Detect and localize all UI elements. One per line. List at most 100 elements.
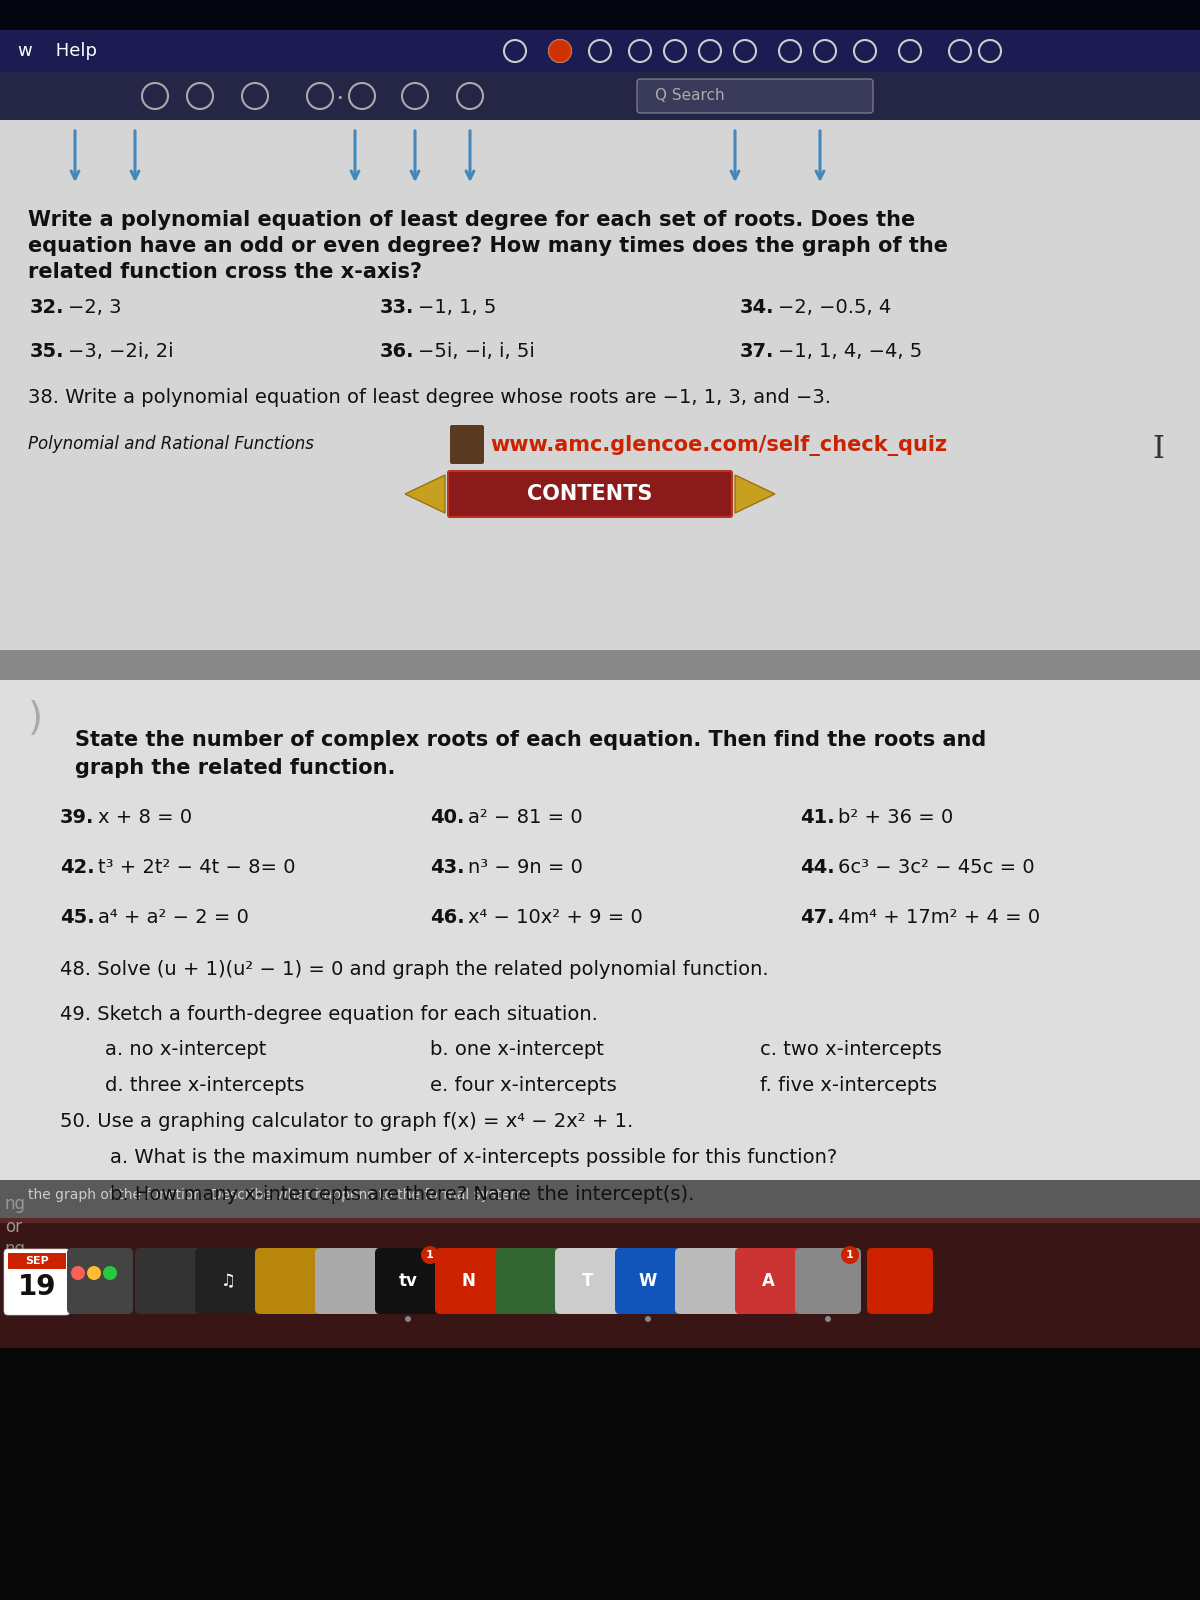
Text: t³ + 2t² − 4t − 8= 0: t³ + 2t² − 4t − 8= 0 (98, 858, 295, 877)
FancyBboxPatch shape (637, 78, 874, 114)
Text: a. What is the maximum number of x-intercepts possible for this function?: a. What is the maximum number of x-inter… (110, 1149, 838, 1166)
Text: −1, 1, 4, −4, 5: −1, 1, 4, −4, 5 (778, 342, 923, 362)
Text: 4m⁴ + 17m² + 4 = 0: 4m⁴ + 17m² + 4 = 0 (838, 909, 1040, 926)
Text: 45.: 45. (60, 909, 95, 926)
Text: 36.: 36. (380, 342, 414, 362)
FancyBboxPatch shape (866, 1248, 934, 1314)
Circle shape (406, 1315, 410, 1322)
Circle shape (88, 1266, 101, 1280)
Text: State the number of complex roots of each equation. Then find the roots and: State the number of complex roots of eac… (74, 730, 986, 750)
Polygon shape (734, 475, 775, 514)
Text: or: or (5, 1218, 22, 1235)
FancyBboxPatch shape (734, 1248, 802, 1314)
FancyBboxPatch shape (496, 1248, 562, 1314)
Bar (0, 120, 1200, 650)
Circle shape (841, 1246, 859, 1264)
Text: Q Search: Q Search (655, 88, 725, 104)
Text: or: or (5, 1266, 22, 1283)
FancyBboxPatch shape (67, 1248, 133, 1314)
FancyBboxPatch shape (796, 1248, 862, 1314)
FancyBboxPatch shape (674, 1248, 742, 1314)
Text: N: N (461, 1272, 475, 1290)
FancyBboxPatch shape (448, 470, 732, 517)
Text: 35.: 35. (30, 342, 65, 362)
Text: related function cross the x-axis?: related function cross the x-axis? (28, 262, 422, 282)
Text: f. five x-intercepts: f. five x-intercepts (760, 1075, 937, 1094)
Text: 42.: 42. (60, 858, 95, 877)
Text: 32.: 32. (30, 298, 65, 317)
Text: graph the related function.: graph the related function. (74, 758, 395, 778)
Circle shape (103, 1266, 118, 1280)
Text: 43.: 43. (430, 858, 464, 877)
Text: ng: ng (5, 1195, 26, 1213)
Polygon shape (406, 475, 445, 514)
Bar (0, 1218, 1200, 1222)
Text: 33.: 33. (380, 298, 414, 317)
Bar (0, 30, 1200, 72)
Text: −1, 1, 5: −1, 1, 5 (418, 298, 497, 317)
Text: 38. Write a polynomial equation of least degree whose roots are −1, 1, 3, and −3: 38. Write a polynomial equation of least… (28, 387, 830, 406)
Text: 49. Sketch a fourth-degree equation for each situation.: 49. Sketch a fourth-degree equation for … (60, 1005, 598, 1024)
Text: 39.: 39. (60, 808, 95, 827)
Circle shape (826, 1315, 830, 1322)
Text: b. one x-intercept: b. one x-intercept (430, 1040, 604, 1059)
Text: I: I (1152, 435, 1164, 466)
Text: 48. Solve (u + 1)(u² − 1) = 0 and graph the related polynomial function.: 48. Solve (u + 1)(u² − 1) = 0 and graph … (60, 960, 769, 979)
FancyBboxPatch shape (314, 1248, 382, 1314)
Text: −2, −0.5, 4: −2, −0.5, 4 (778, 298, 892, 317)
Text: A: A (762, 1272, 774, 1290)
Text: w    Help: w Help (18, 42, 97, 59)
Text: SEP: SEP (25, 1256, 49, 1266)
Text: e. four x-intercepts: e. four x-intercepts (430, 1075, 617, 1094)
FancyBboxPatch shape (450, 426, 484, 464)
Text: c. two x-intercepts: c. two x-intercepts (760, 1040, 942, 1059)
Text: a. no x-intercept: a. no x-intercept (106, 1040, 266, 1059)
Text: •: • (337, 93, 343, 102)
FancyBboxPatch shape (436, 1248, 502, 1314)
Text: b. How many x-intercepts are there? Name the intercept(s).: b. How many x-intercepts are there? Name… (110, 1186, 695, 1203)
Bar (0, 0, 1200, 30)
FancyBboxPatch shape (194, 1248, 262, 1314)
Text: 6c³ − 3c² − 45c = 0: 6c³ − 3c² − 45c = 0 (838, 858, 1034, 877)
Text: a⁴ + a² − 2 = 0: a⁴ + a² − 2 = 0 (98, 909, 248, 926)
Text: 1: 1 (426, 1250, 434, 1261)
Text: 41.: 41. (800, 808, 835, 827)
Bar (0, 72, 1200, 120)
Circle shape (71, 1266, 85, 1280)
Text: www.amc.glencoe.com/self_check_quiz: www.amc.glencoe.com/self_check_quiz (490, 435, 947, 456)
Text: Polynomial and Rational Functions: Polynomial and Rational Functions (28, 435, 314, 453)
Text: 19: 19 (18, 1274, 56, 1301)
Text: 47.: 47. (800, 909, 834, 926)
Circle shape (421, 1246, 439, 1264)
Bar (8, 1253, 66, 1269)
Bar (0, 680, 1200, 1181)
Text: T: T (582, 1272, 594, 1290)
FancyBboxPatch shape (134, 1248, 202, 1314)
Text: −3, −2i, 2i: −3, −2i, 2i (68, 342, 174, 362)
Text: b² + 36 = 0: b² + 36 = 0 (838, 808, 953, 827)
Text: equation have an odd or even degree? How many times does the graph of the: equation have an odd or even degree? How… (28, 235, 948, 256)
Text: ng: ng (5, 1240, 26, 1258)
Bar (0, 1218, 1200, 1347)
Text: 40.: 40. (430, 808, 464, 827)
Text: 37.: 37. (740, 342, 774, 362)
Text: −2, 3: −2, 3 (68, 298, 121, 317)
Text: CONTENTS: CONTENTS (527, 483, 653, 504)
FancyBboxPatch shape (4, 1250, 70, 1315)
Text: the graph of the function. Describe what happens to the formal system:: the graph of the function. Describe what… (28, 1187, 528, 1202)
Text: 44.: 44. (800, 858, 835, 877)
Text: 34.: 34. (740, 298, 774, 317)
Text: ): ) (28, 701, 43, 738)
FancyBboxPatch shape (616, 1248, 682, 1314)
Circle shape (550, 40, 571, 62)
Text: a² − 81 = 0: a² − 81 = 0 (468, 808, 583, 827)
Text: x⁴ − 10x² + 9 = 0: x⁴ − 10x² + 9 = 0 (468, 909, 643, 926)
FancyBboxPatch shape (256, 1248, 322, 1314)
Text: x + 8 = 0: x + 8 = 0 (98, 808, 192, 827)
Text: 46.: 46. (430, 909, 464, 926)
Text: 1: 1 (846, 1250, 854, 1261)
Text: n³ − 9n = 0: n³ − 9n = 0 (468, 858, 583, 877)
Circle shape (646, 1315, 650, 1322)
FancyBboxPatch shape (554, 1248, 622, 1314)
Text: Write a polynomial equation of least degree for each set of roots. Does the: Write a polynomial equation of least deg… (28, 210, 916, 230)
